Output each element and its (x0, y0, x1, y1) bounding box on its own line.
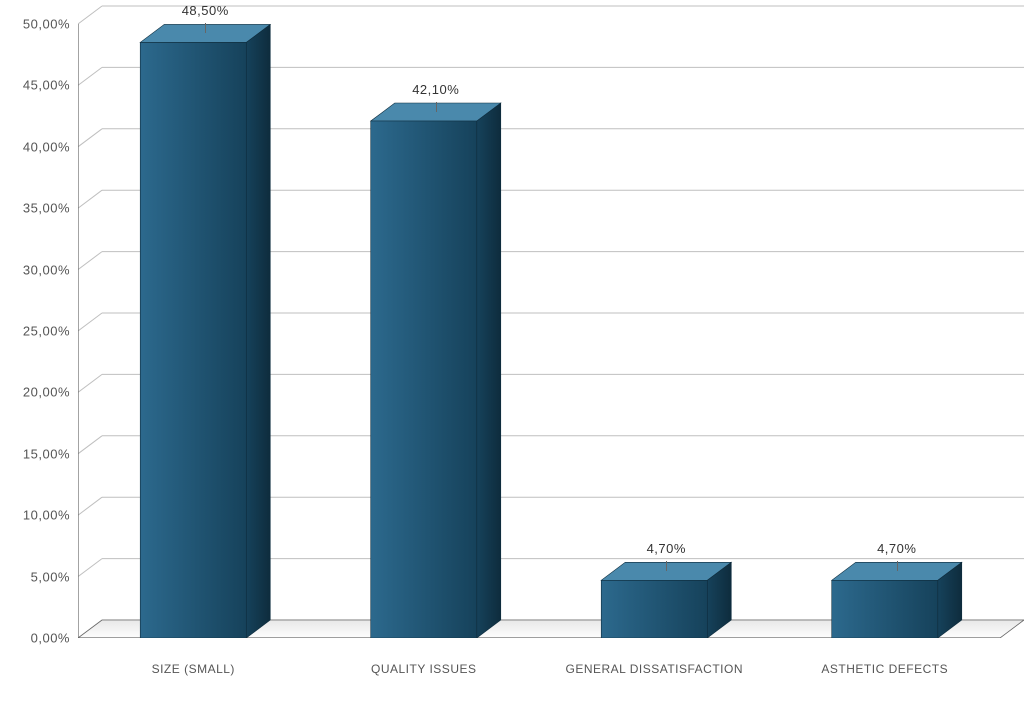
y-axis-label: 40,00% (23, 139, 70, 154)
value-tick (205, 23, 206, 33)
y-axis-label: 35,00% (23, 201, 70, 216)
bar-chart: 0,00% 5,00% 10,00% 15,00% 20,00% 25,00% 30,00%… (0, 0, 1024, 707)
y-axis-label: 45,00% (23, 78, 70, 93)
bar-value-label: 4,70% (647, 541, 686, 556)
bar-value-label: 4,70% (877, 541, 916, 556)
y-axis-label: 15,00% (23, 446, 70, 461)
x-axis-label: SIZE (SMALL) (152, 662, 235, 676)
x-axis-label: GENERAL DISSATISFACTION (565, 662, 743, 676)
bar-value-label: 48,50% (182, 3, 229, 18)
value-tick (436, 102, 437, 112)
y-axis-label: 0,00% (31, 631, 70, 646)
y-axis-label: 30,00% (23, 262, 70, 277)
y-axis-label: 5,00% (31, 569, 70, 584)
value-tick (897, 561, 898, 571)
value-tick (666, 561, 667, 571)
y-axis-label: 20,00% (23, 385, 70, 400)
y-axis-label: 10,00% (23, 508, 70, 523)
x-axis-label: ASTHETIC DEFECTS (821, 662, 948, 676)
y-axis-label: 50,00% (23, 17, 70, 32)
bar-value-label: 42,10% (412, 82, 459, 97)
y-axis-label: 25,00% (23, 324, 70, 339)
plot-area: 0,00%5,00%10,00%15,00%20,00%25,00%30,00%… (78, 24, 1000, 638)
x-axis-label: QUALITY ISSUES (371, 662, 476, 676)
